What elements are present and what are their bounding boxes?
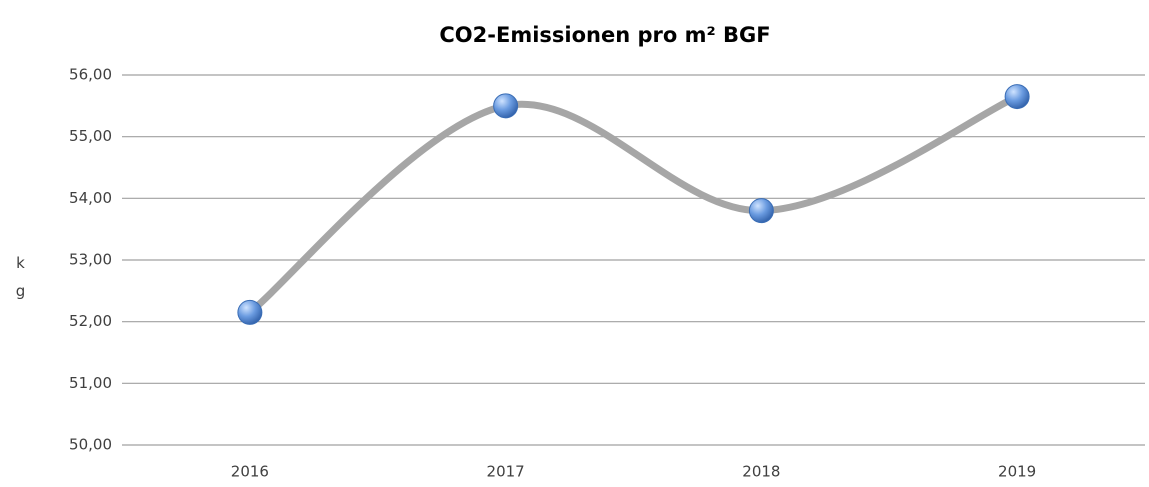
y-tick-label: 53,00: [69, 251, 112, 269]
chart-title: CO2-Emissionen pro m² BGF: [439, 23, 770, 47]
x-tick-label: 2019: [998, 463, 1036, 481]
y-tick-label: 55,00: [69, 127, 112, 145]
y-tick-label: 56,00: [69, 66, 112, 84]
y-tick-label: 51,00: [69, 374, 112, 392]
marker: [237, 299, 263, 325]
line: [246, 93, 1021, 316]
y-tick-label: 50,00: [69, 436, 112, 454]
marker: [748, 198, 774, 224]
marker: [493, 93, 519, 119]
y-tick-label: 52,00: [69, 312, 112, 330]
marker: [1004, 84, 1030, 110]
y-axis-label: kg: [12, 254, 30, 310]
x-tick-label: 2017: [487, 463, 525, 481]
x-tick-label: 2016: [231, 463, 269, 481]
y-tick-label: 54,00: [69, 189, 112, 207]
x-tick-label: 2018: [742, 463, 780, 481]
